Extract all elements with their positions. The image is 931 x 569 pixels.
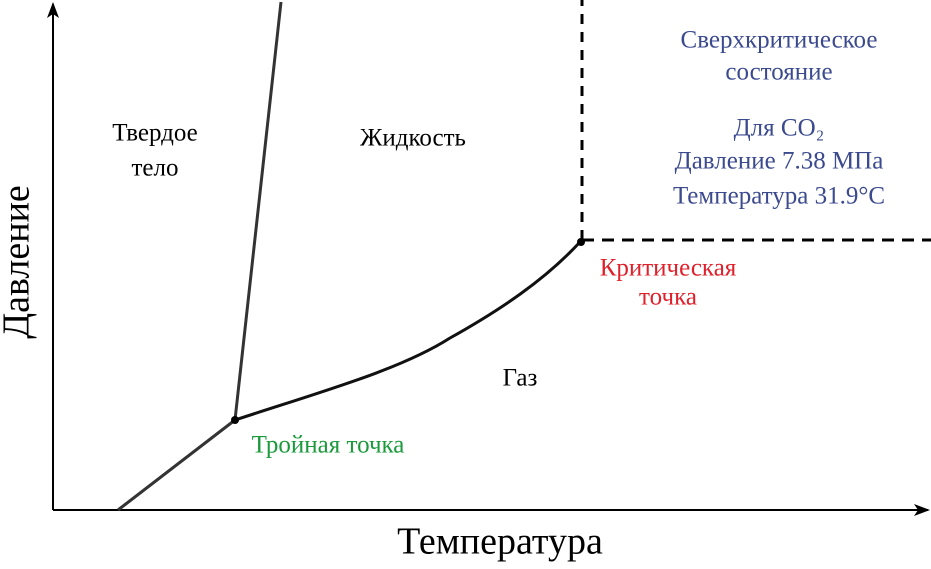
region-label: Жидкость — [360, 125, 466, 152]
co2-info: Температура 31.9°C — [673, 183, 885, 210]
x-axis-label: Температура — [397, 521, 603, 563]
region-label: Газ — [503, 365, 538, 392]
critical-point — [577, 238, 585, 246]
supercritical-label: состояние — [725, 59, 832, 86]
y-axis-label: Давление — [0, 185, 38, 339]
supercritical-label: Сверхкритическое — [681, 27, 878, 54]
point-label: Критическая — [600, 255, 737, 282]
triple-point — [231, 416, 239, 424]
sublimation-curve — [117, 418, 236, 512]
point-label: точка — [639, 284, 697, 311]
region-label: тело — [132, 155, 179, 182]
co2-info: Для CO₂ — [734, 115, 825, 142]
vaporization-curve — [234, 240, 582, 422]
point-label: Тройная точка — [252, 432, 405, 459]
region-label: Твердое — [112, 120, 198, 147]
co2-info: Давление 7.38 МПа — [675, 148, 884, 175]
melting-curve — [233, 1, 283, 421]
